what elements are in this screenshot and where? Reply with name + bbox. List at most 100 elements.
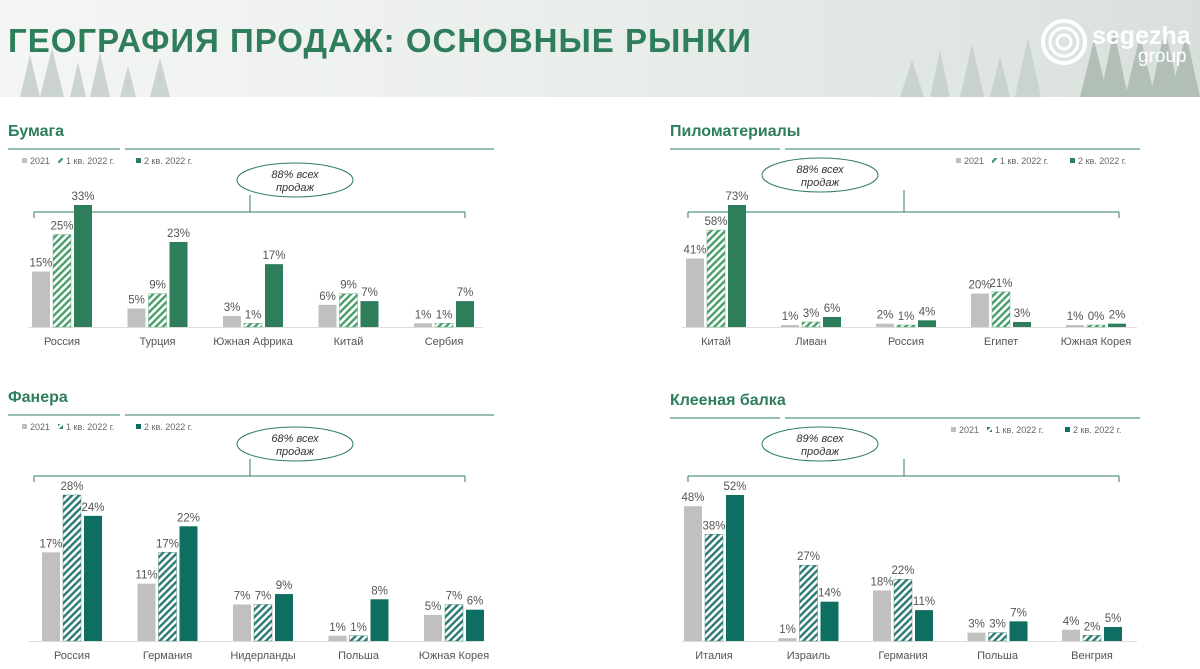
chart1-value-label-2-s3: 23% [167,228,190,240]
chart2-bar-3-s3 [918,320,936,327]
chart1-legend-label-3: 2 кв. 2022 г. [144,156,192,166]
chart4-bar-2-s2 [799,564,818,642]
chart3-bar-5-s2 [444,604,464,642]
chart4-callout-line-1: 89% всех [796,433,844,445]
chart3-bar-1-s1 [42,552,60,641]
chart2-bar-5-s1 [1066,325,1084,327]
logo-word-segezha: segezha [1092,22,1191,50]
chart3-callout-line-1: 68% всех [271,433,319,445]
chart2-legend-label-3: 2 кв. 2022 г. [1078,156,1126,166]
chart4-callout-bubble [761,426,879,462]
chart1-value-label-4-s1: 6% [319,291,336,303]
chart2-value-label-2-s3: 6% [824,303,841,315]
chart4-legend-swatch-2 [987,427,992,432]
chart4-legend-label-1: 2021 [959,425,979,435]
chart4-value-label-1-s1: 48% [681,492,704,504]
chart4-bar-4-s2 [988,632,1007,642]
chart2-value-label-1-s3: 73% [725,191,748,203]
chart4-value-label-4-s2: 3% [989,619,1006,631]
chart1-category-label-4: Китай [334,336,364,348]
chart3-value-label-4-s3: 8% [371,585,388,597]
chart3-legend-label-2: 1 кв. 2022 г. [66,422,114,432]
chart4-bar-5-s1 [1062,629,1080,641]
chart2-value-label-3-s3: 4% [919,306,936,318]
chart2-callout-line-2: продаж [801,177,839,189]
chart4-bar-1-s2 [704,534,724,642]
chart2-category-label-5: Южная Корея [1061,336,1131,348]
chart2-value-label-1-s1: 41% [683,244,706,256]
chart4-legend-swatch-3 [1065,427,1070,432]
chart2-value-label-5-s2: 0% [1088,311,1105,323]
chart3-bar-3-s1 [233,604,251,641]
chart2-bar-5-s2 [1086,324,1106,328]
chart1-bar-1-s1 [32,271,50,327]
chart4-bar-1-s3 [726,495,744,641]
chart4-category-label-4: Польша [977,650,1019,662]
chart2-value-label-4-s2: 21% [989,278,1012,290]
chart1-bar-3-s1 [223,315,241,327]
chart2-value-label-4-s1: 20% [968,280,991,292]
chart1-value-label-3-s3: 17% [262,250,285,262]
chart4-category-label-1: Италия [695,650,733,662]
chart3-value-label-1-s1: 17% [39,538,62,550]
chart2-legend-swatch-1 [956,158,961,163]
chart1-value-label-5-s2: 1% [436,309,453,321]
chart2-bar-2-s2 [801,321,821,328]
chart1-value-label-5-s3: 7% [457,287,474,299]
chart2-value-label-1-s2: 58% [704,216,727,228]
chart2-value-label-5-s3: 2% [1109,310,1126,322]
chart3-bar-4-s2 [349,635,368,642]
page-title: ГЕОГРАФИЯ ПРОДАЖ: ОСНОВНЫЕ РЫНКИ [8,22,752,59]
chart4-title: Клееная балка [670,392,786,409]
chart3-value-label-4-s2: 1% [350,622,367,634]
chart2-bar-5-s3 [1108,323,1126,327]
chart1-bar-5-s2 [434,323,454,328]
chart2-callout-line-1: 88% всех [796,164,844,176]
chart2-legend-label-2: 1 кв. 2022 г. [1000,156,1048,166]
chart3-category-label-5: Южная Корея [419,650,489,662]
chart1-value-label-1-s3: 33% [71,191,94,203]
chart3-category-label-1: Россия [54,650,90,662]
chart4-category-label-2: Израиль [787,650,831,662]
chart1-title: Бумага [8,123,64,140]
chart1-legend-swatch-1 [22,158,27,163]
segezha-logo: segezha group [1040,16,1191,74]
chart4-bar-4-s1 [967,632,986,641]
chart2-legend-swatch-3 [1070,158,1075,163]
chart2-legend-label-1: 2021 [964,156,984,166]
chart4-value-label-2-s3: 14% [818,588,841,600]
chart2-value-label-4-s3: 3% [1014,308,1031,320]
chart1-bar-5-s3 [456,301,474,327]
chart3-value-label-5-s2: 7% [446,591,463,603]
chart3-value-label-5-s1: 5% [425,601,442,613]
chart2-category-label-2: Ливан [795,336,826,348]
chart3-bar-2-s3 [179,526,198,641]
chart3-legend-label-1: 2021 [30,422,50,432]
chart3-legend-swatch-3 [136,424,141,429]
chart4-bar-1-s1 [684,506,702,641]
chart4-category-label-3: Германия [878,650,927,662]
chart3-callout-line-2: продаж [276,446,314,458]
logo-icon [1041,19,1087,65]
chart1-category-label-3: Южная Африка [213,336,294,348]
chart1-value-label-5-s1: 1% [415,309,432,321]
chart2-bar-4-s2 [991,291,1011,328]
forest-background [20,28,1200,97]
chart4-callout-line-2: продаж [801,446,839,458]
chart2-bar-3-s1 [876,323,894,327]
chart1-value-label-4-s3: 7% [361,287,378,299]
chart3-value-label-3-s1: 7% [234,591,251,603]
chart2-bar-2-s1 [781,325,799,327]
chart4-legend-label-3: 2 кв. 2022 г. [1073,425,1121,435]
chart1-callout-line-2: продаж [276,182,314,194]
chart2-title: Пиломатериалы [670,123,800,140]
chart1-bar-2-s2 [148,293,167,328]
chart2-category-label-4: Египет [984,336,1018,348]
chart3-legend-label-3: 2 кв. 2022 г. [144,422,192,432]
chart2-value-label-3-s2: 1% [898,311,915,323]
chart3-value-label-5-s3: 6% [467,596,484,608]
chart3-bar-4-s3 [370,599,389,641]
chart2-bar-1-s2 [706,229,726,328]
chart3-legend-swatch-1 [22,424,27,429]
chart3-title: Фанера [8,389,68,406]
